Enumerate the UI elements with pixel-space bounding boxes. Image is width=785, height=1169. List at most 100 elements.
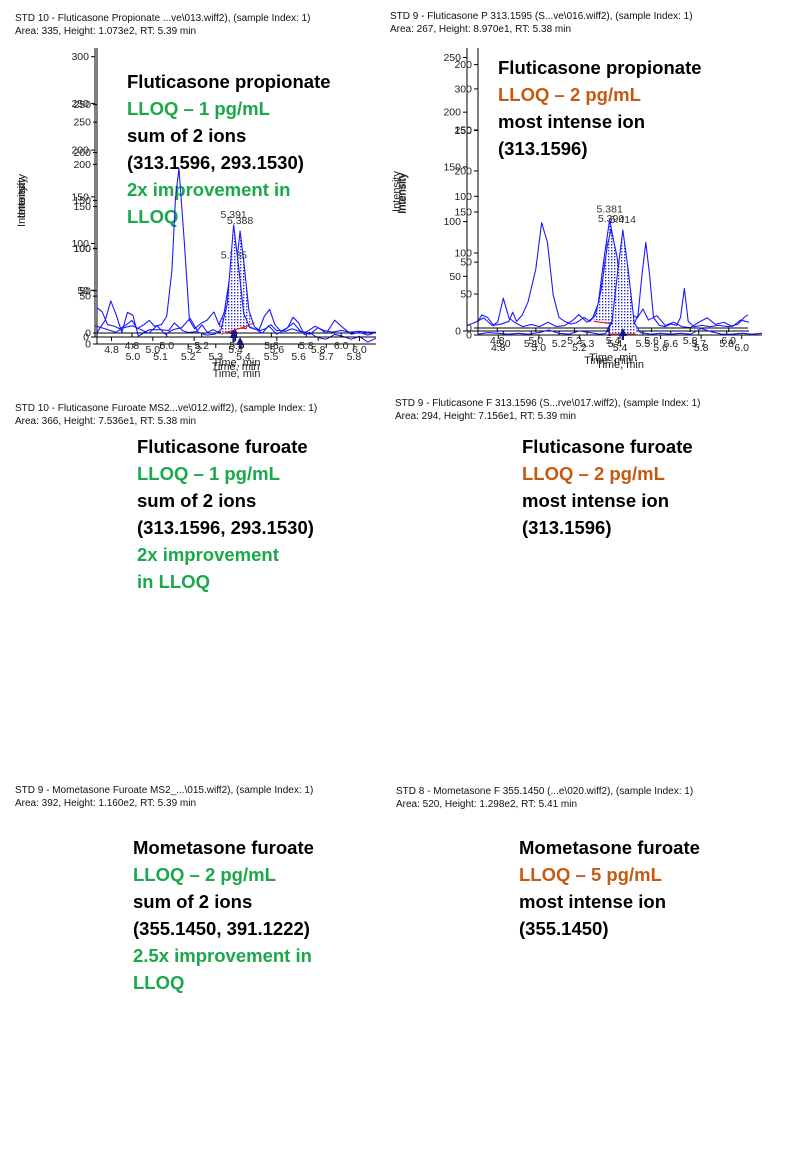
annotation-line: 2x improvement in [127,179,291,200]
annotation-line: (313.1596) [498,138,588,159]
up-arrow-icon [229,330,238,342]
x-tick-label: 5.6 [664,338,679,350]
y-tick-label: 300 [71,51,89,63]
annotation-line: sum of 2 ions [137,490,257,511]
y-tick-label: 200 [443,107,461,119]
x-tick-label: 5.6 [644,335,659,347]
annotation-block: Fluticasone furoate LLOQ – 1 pg/mL sum of … [137,433,314,595]
y-tick-label: 200 [73,159,91,171]
x-tick-label: 5.4 [613,342,628,354]
x-tick-label: 5.4 [228,344,243,356]
x-tick-label: 5.1 [153,351,168,363]
annotation-block: Mometasone furoate LLOQ – 2 pg/mL sum of 2… [133,834,314,996]
chromatogram-trace [477,222,749,328]
annotation-line: LLOQ – 2 pg/mL [522,463,665,484]
x-tick-label: 5.4 [236,351,251,363]
annotation-block: Fluticasone propionate LLOQ – 2 pg/mL most… [498,54,702,162]
chromatogram-panel: STD 10 - Fluticasone Propionate ...ve\01… [15,12,390,387]
x-tick-label: 5.2 [567,335,582,347]
x-tick-label: 5.0 [496,338,511,350]
x-axis-label: Time, min [213,368,261,380]
annotation-line: sum of 2 ions [127,125,247,146]
chromatogram-header: STD 9 - Fluticasone P 313.1595 (S...ve\0… [390,11,693,22]
y-axis-label: Intensity [391,171,403,212]
y-tick-label: 250 [443,52,461,64]
chromatogram-panel: STD 8 - Mometasone F 355.1450 (...e\020.… [396,48,771,1160]
y-tick-label: 0 [466,323,472,335]
annotation-line: LLOQ – 1 pg/mL [137,463,280,484]
x-axis-label: Time, min [212,361,260,373]
x-tick-label: 6.0 [352,344,367,356]
integration-baseline [220,325,249,335]
x-tick-label: 5.4 [606,335,621,347]
annotation-line: most intense ion [519,891,666,912]
x-tick-label: 6.0 [334,340,349,352]
peak-rt-label: 5.381 [597,203,623,215]
annotation-line: (313.1596, 293.1530) [137,517,314,538]
peak-rt-label: 5.390 [598,213,624,225]
x-tick-label: 5.2 [552,338,567,350]
y-tick-label: 50 [79,291,91,303]
y-tick-label: 300 [454,83,472,95]
y-tick-label: 0 [455,326,461,338]
annotation-line: Mometasone furoate [133,837,314,858]
chromatogram-trace [466,218,750,329]
y-tick-label: 150 [73,195,91,207]
annotation-line: Fluticasone propionate [498,57,702,78]
chromatogram-trace [96,168,376,333]
y-tick-label: 200 [73,147,91,159]
y-tick-label: 100 [71,238,89,250]
chromatogram-summary: Area: 335, Height: 1.073e2, RT: 5.39 min [15,26,197,37]
y-tick-label: 150 [443,161,461,173]
chromatogram-summary: Area: 392, Height: 1.160e2, RT: 5.39 min [15,798,197,809]
annotation-block: Fluticasone furoate LLOQ – 2 pg/mL most in… [522,433,693,541]
y-tick-label: 250 [73,117,91,129]
annotation-line: LLOQ – 2 pg/mL [133,864,276,885]
x-tick-label: 4.8 [491,342,506,354]
annotation-line: LLOQ [133,972,185,993]
y-tick-label: 50 [460,257,472,269]
x-tick-label: 5.5 [636,338,651,350]
y-tick-label: 150 [454,125,472,137]
y-tick-label: 200 [454,59,472,71]
chromatogram-summary: Area: 294, Height: 7.156e1, RT: 5.39 min [395,411,577,422]
x-tick-label: 5.0 [532,342,547,354]
chromatogram-header: STD 9 - Mometasone Furoate MS2_...\015.w… [15,785,314,796]
annotation-line: most intense ion [498,111,645,132]
chromatogram-panel: STD 9 - Fluticasone F 313.1596 (S...rve\… [395,54,770,772]
y-tick-label: 200 [71,145,89,157]
annotation-line: most intense ion [522,490,669,511]
annotation-line: Fluticasone propionate [127,71,331,92]
y-tick-label: 150 [454,206,472,218]
y-tick-label: 50 [79,285,91,297]
x-tick-label: 5.8 [299,340,314,352]
y-tick-label: 150 [71,191,89,203]
annotation-line: 2x improvement [137,544,279,565]
x-tick-label: 5.3 [208,351,223,363]
x-tick-label: 5.1 [524,338,539,350]
x-tick-label: 5.0 [159,340,174,352]
chromatogram-summary: Area: 520, Height: 1.298e2, RT: 5.41 min [396,799,578,810]
chromatogram-header: STD 10 - Fluticasone Furoate MS2...ve\01… [15,403,318,414]
x-tick-label: 5.2 [572,342,587,354]
annotation-line: (355.1450) [519,918,609,939]
annotation-line: LLOQ – 2 pg/mL [498,84,641,105]
y-tick-label: 100 [73,243,91,255]
y-tick-label: 200 [454,165,472,177]
integrated-peak-area [221,224,248,335]
x-tick-label: 5.8 [311,344,326,356]
annotation-line: sum of 2 ions [133,891,253,912]
x-tick-label: 4.8 [125,340,140,352]
x-tick-label: 5.3 [580,338,595,350]
x-tick-label: 5.6 [291,351,306,363]
x-tick-label: 5.7 [691,338,706,350]
y-axis-label: Intensity [397,173,409,214]
chromatogram-header: STD 8 - Mometasone F 355.1450 (...e\020.… [396,786,694,797]
y-tick-label: 100 [454,247,472,259]
x-tick-label: 4.8 [490,335,505,347]
y-tick-label: 0 [85,328,91,340]
chromatogram-panel: STD 10 - Fluticasone Furoate MS2...ve\01… [15,76,390,777]
x-axis-label: Time, min [213,357,261,369]
